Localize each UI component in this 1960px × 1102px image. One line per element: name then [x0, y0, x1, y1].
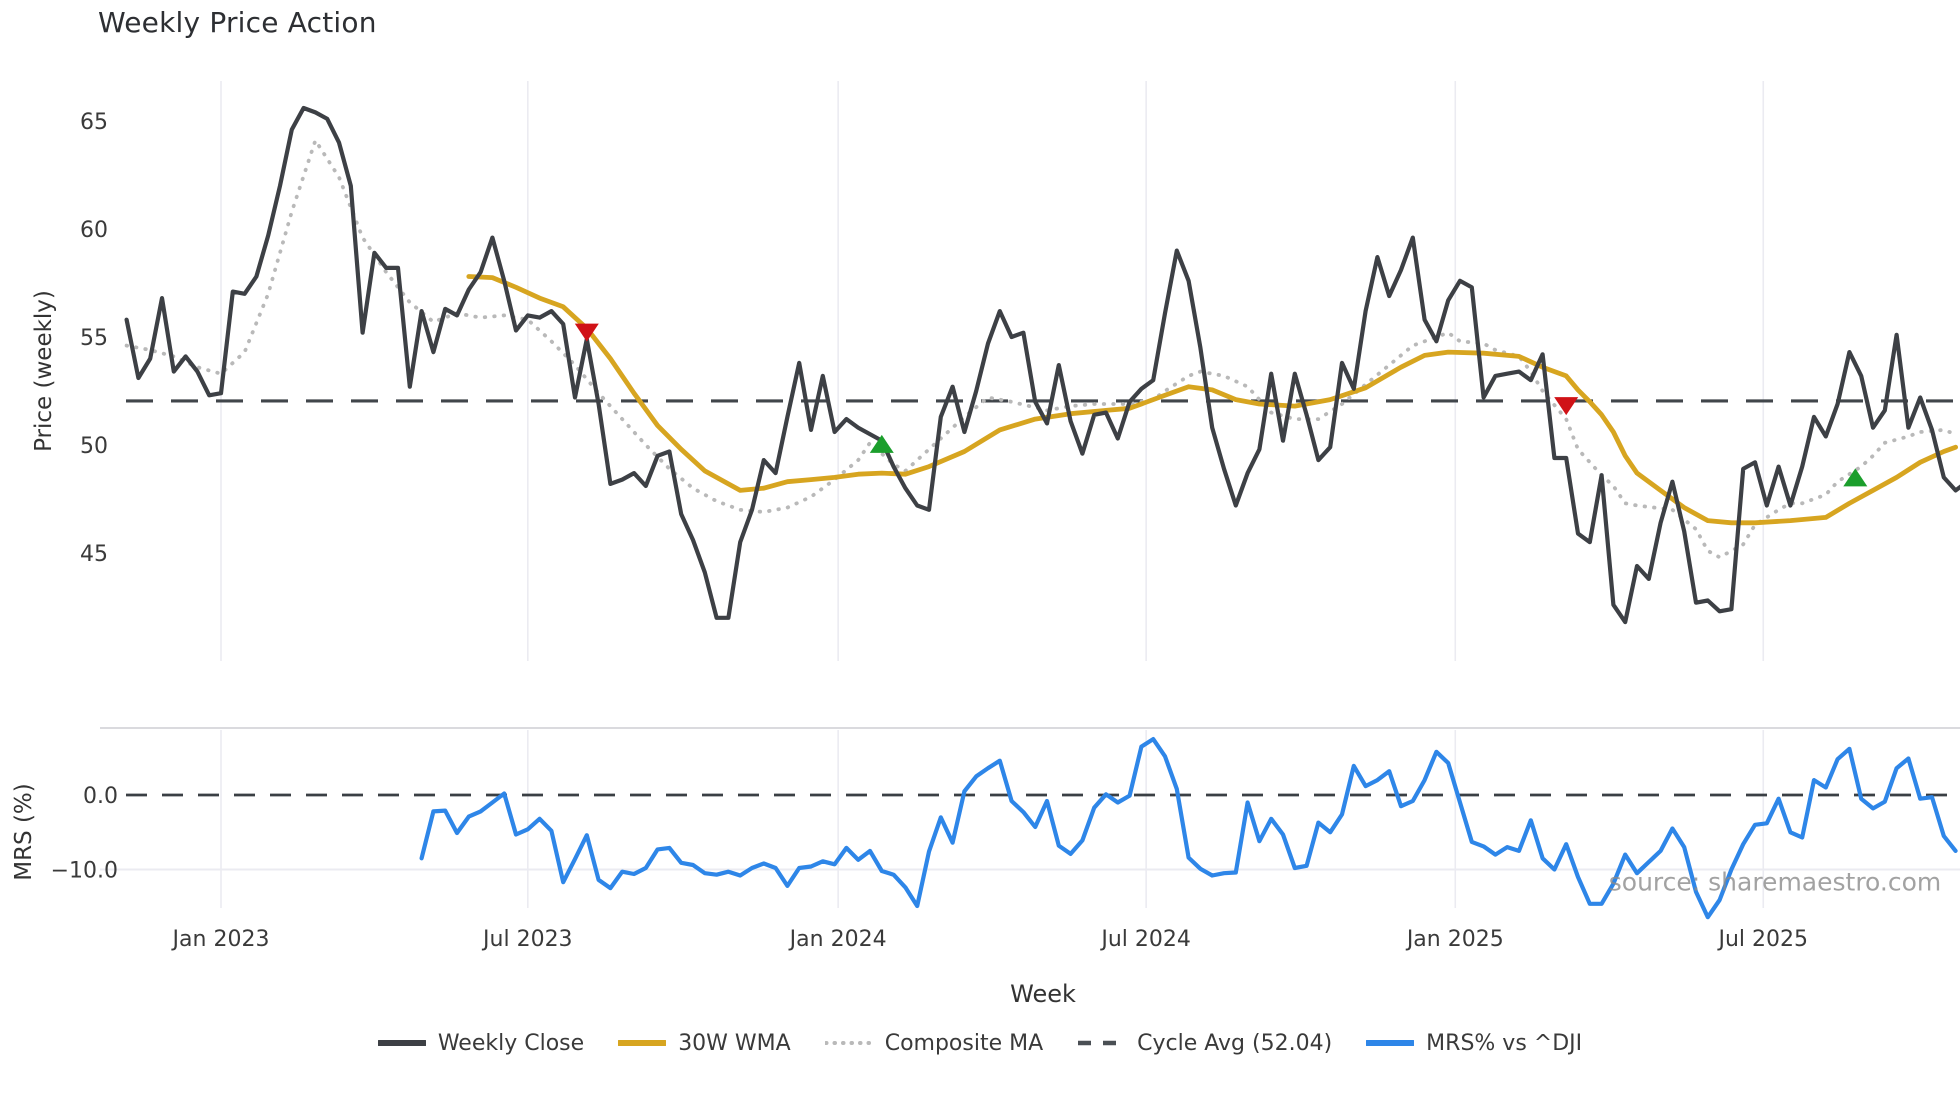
- sell-signal-marker: [574, 323, 599, 342]
- x-tick-label: Jul 2024: [1099, 927, 1191, 952]
- x-tick-label: Jan 2025: [1405, 927, 1504, 952]
- x-tick-label: Jan 2024: [788, 927, 887, 952]
- legend-label: MRS% vs ^DJI: [1426, 1030, 1583, 1056]
- legend-label: Cycle Avg (52.04): [1137, 1030, 1333, 1056]
- price-tick-label: 55: [80, 326, 108, 351]
- legend: Weekly Close 30W WMA Composite MA Cycle Avg…: [0, 1030, 1960, 1056]
- legend-label: Composite MA: [884, 1030, 1044, 1056]
- sell-signal-marker: [1554, 397, 1579, 416]
- wma30-line: [466, 274, 1958, 526]
- axis-tick-labels: 65 60 55 50 45 0.0 −10.0 Jan 2023 Jul 2023 Jan 20…: [51, 110, 1808, 952]
- panel-borders: [100, 727, 1960, 871]
- signal-markers: [574, 323, 1868, 487]
- legend-item: 30W WMA: [618, 1030, 791, 1056]
- legend-item: MRS% vs ^DJI: [1366, 1030, 1582, 1056]
- legend-swatch-solid: [377, 1040, 426, 1046]
- price-axis-label: Price (weekly): [31, 290, 57, 452]
- mrs-axis-label: MRS (%): [11, 783, 37, 881]
- legend-item: Cycle Avg (52.04): [1077, 1030, 1332, 1056]
- buy-signal-marker: [869, 434, 894, 453]
- gridlines: [220, 81, 1765, 908]
- watermark: source: sharemaestro.com: [1608, 867, 1942, 897]
- weekly-close-line: [124, 105, 1960, 625]
- price-tick-label: 45: [80, 542, 108, 567]
- x-axis-label: Week: [1010, 980, 1076, 1008]
- composite-ma-path: [124, 138, 1958, 560]
- price-tick-label: 65: [80, 110, 108, 135]
- mrs-tick-label: −10.0: [51, 859, 118, 884]
- mrs-tick-label: 0.0: [83, 784, 118, 809]
- x-tick-label: Jul 2025: [1716, 927, 1808, 952]
- legend-swatch-solid: [618, 1040, 667, 1046]
- weekly-close-path: [124, 105, 1960, 625]
- composite-ma-line: [124, 138, 1958, 560]
- x-tick-label: Jul 2023: [481, 927, 573, 952]
- legend-swatch-dashed: [1078, 1040, 1125, 1046]
- buy-signal-marker: [1843, 468, 1868, 487]
- mrs-path: [419, 737, 1958, 920]
- legend-swatch-solid: [1366, 1040, 1415, 1046]
- page-title: Weekly Price Action: [98, 6, 377, 39]
- price-tick-label: 50: [80, 434, 108, 459]
- legend-item: Composite MA: [824, 1030, 1044, 1056]
- legend-swatch-dotted: [824, 1041, 873, 1045]
- price-tick-label: 60: [80, 218, 108, 243]
- legend-label: 30W WMA: [678, 1030, 791, 1056]
- mrs-line: [419, 737, 1958, 920]
- legend-label: Weekly Close: [437, 1030, 585, 1056]
- wma30-path: [466, 274, 1958, 526]
- x-tick-label: Jan 2023: [171, 927, 270, 952]
- legend-item: Weekly Close: [377, 1030, 585, 1056]
